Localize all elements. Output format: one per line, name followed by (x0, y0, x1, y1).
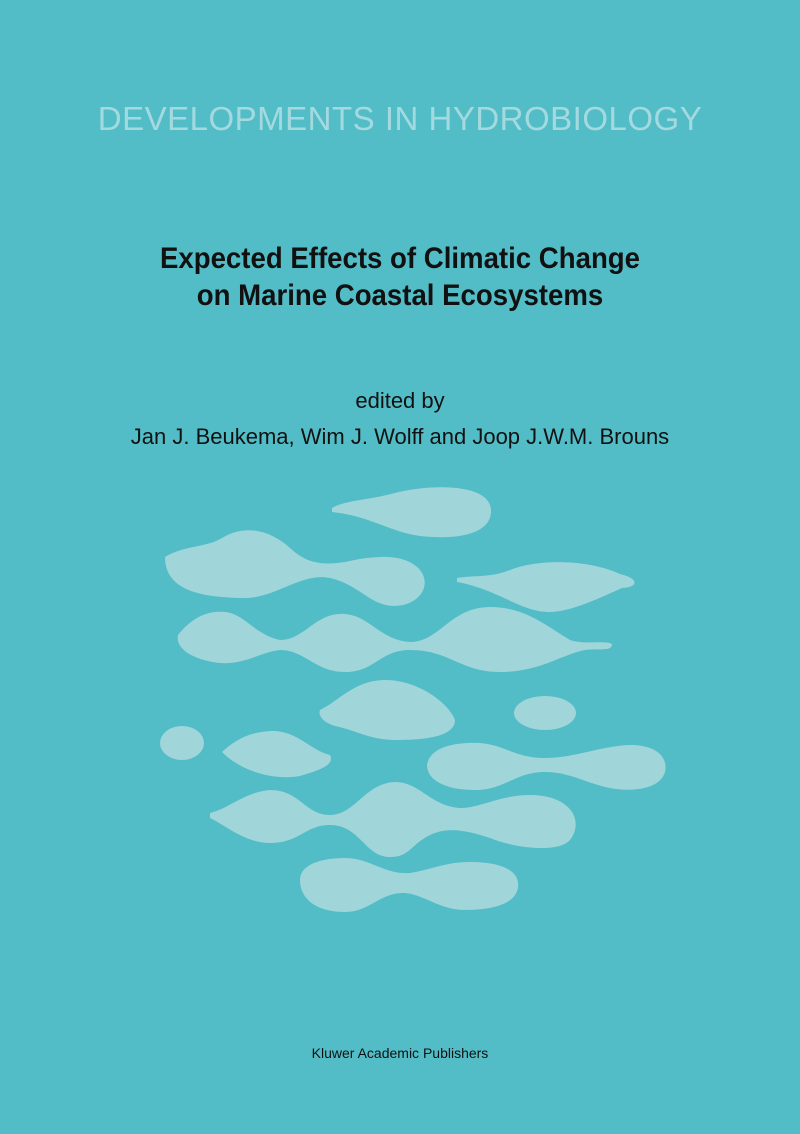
blob (514, 696, 576, 730)
editors: Jan J. Beukema, Wim J. Wolff and Joop J.… (130, 424, 670, 449)
blob (319, 680, 455, 740)
blob (160, 726, 204, 760)
blob (222, 731, 331, 778)
blob (177, 607, 612, 672)
edited-by-label: edited by (355, 388, 445, 413)
title-line-2: on Marine Coastal Ecosystems (196, 279, 604, 312)
blob (457, 562, 635, 612)
book-title: Expected Effects of Climatic Change on M… (32, 240, 768, 314)
blob (332, 487, 492, 538)
series-name: DEVELOPMENTS IN HYDROBIOLOGY (97, 100, 703, 137)
blob (210, 782, 576, 857)
blob (165, 530, 425, 606)
blob (427, 742, 666, 790)
blob (300, 858, 519, 912)
publisher: Kluwer Academic Publishers (311, 1045, 489, 1061)
title-line-1: Expected Effects of Climatic Change (159, 242, 641, 275)
